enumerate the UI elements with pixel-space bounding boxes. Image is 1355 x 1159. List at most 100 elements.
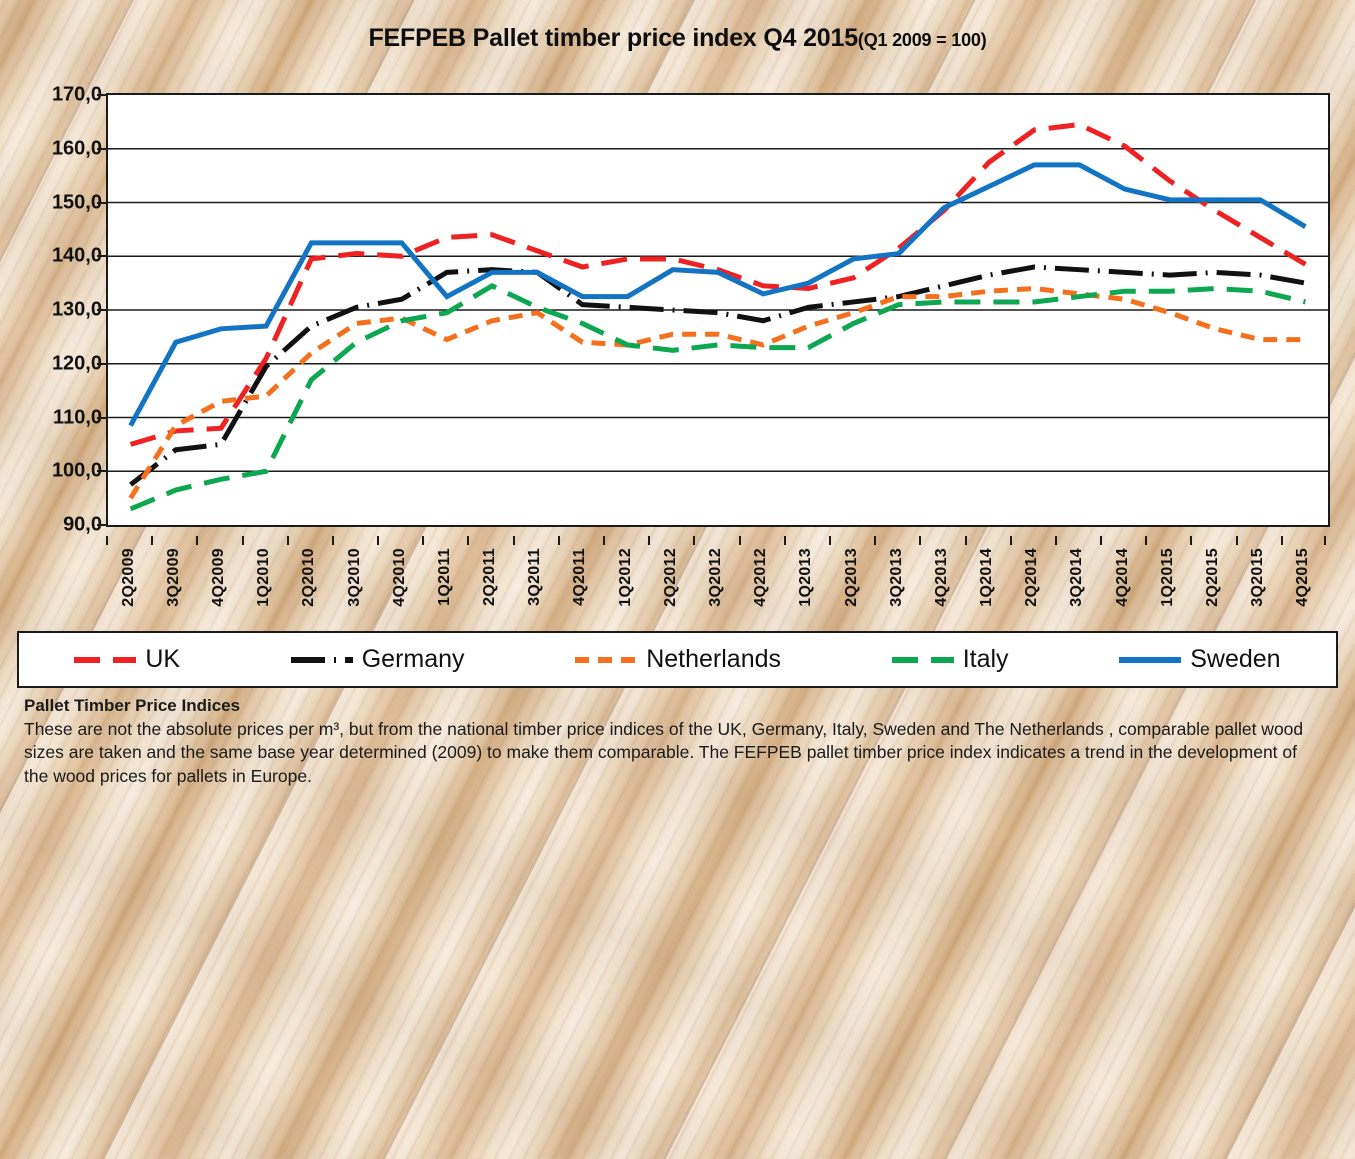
- plot-wrapper: 90,0 100,0 110,0 120,0 130,0 140,0 150,0 160,0 1…: [17, 14, 1338, 626]
- x-axis-tick-label: 3Q2009: [164, 548, 182, 607]
- x-axis-tick-label: 2Q2010: [300, 548, 318, 607]
- y-axis-tick-mark: [97, 94, 106, 96]
- x-axis-tick-label: 4Q2014: [1113, 548, 1131, 607]
- x-axis-tick-mark: [512, 536, 515, 545]
- x-axis-tick-mark: [964, 536, 967, 545]
- y-axis-tick-mark: [97, 362, 106, 365]
- y-axis-tick-label: 150,0: [51, 191, 102, 213]
- x-axis-tick-label: 2Q2012: [661, 548, 679, 607]
- legend-swatch-uk-icon: [74, 656, 137, 663]
- x-axis-tick-label: 1Q2014: [978, 548, 996, 607]
- x-axis-tick-mark: [874, 536, 877, 545]
- x-axis-tick-mark: [919, 536, 922, 545]
- legend-swatch-netherlands-icon: [575, 656, 638, 663]
- x-axis-tick-mark: [377, 536, 380, 545]
- x-axis-tick-label: 4Q2013: [932, 548, 950, 607]
- x-axis-tick-label: 3Q2012: [707, 548, 724, 607]
- footer-heading: Pallet Timber Price Indices: [24, 696, 241, 715]
- x-axis-tick-label: 2Q2009: [119, 548, 137, 607]
- x-axis-tick-mark: [648, 536, 651, 545]
- legend-label: Italy: [962, 645, 1009, 673]
- x-axis-tick-mark: [1280, 536, 1283, 545]
- x-axis-tick-label: 4Q2009: [209, 548, 227, 607]
- x-axis-tick-mark: [286, 536, 289, 545]
- legend-item-italy[interactable]: Italy: [891, 645, 1009, 674]
- y-axis-tick-label: 170,0: [51, 83, 102, 106]
- x-axis-tick-mark: [1324, 536, 1326, 545]
- y-axis-tick-mark: [97, 309, 106, 311]
- x-axis-tick-mark: [467, 536, 470, 545]
- x-axis-tick-mark: [828, 536, 831, 545]
- x-axis-tick-mark: [1009, 536, 1012, 545]
- legend-item-germany[interactable]: Germany: [290, 645, 465, 674]
- x-axis-tick-mark: [1235, 536, 1238, 545]
- legend-swatch-italy-icon: [891, 656, 954, 663]
- x-axis-tick-mark: [1054, 536, 1057, 545]
- y-axis-tick-label: 120,0: [51, 352, 102, 375]
- y-axis-tick-label: 100,0: [51, 459, 102, 482]
- legend-label: Netherlands: [646, 645, 782, 673]
- legend-label: Sweden: [1190, 645, 1281, 673]
- chart-title-main: FEFPEB Pallet timber price index Q4 2015: [368, 24, 858, 52]
- chart-title-sub: (Q1 2009 = 100): [857, 30, 987, 50]
- x-axis-tick-label: 2Q2011: [481, 548, 499, 606]
- x-axis-tick-mark: [603, 536, 606, 545]
- x-axis-tick-mark: [196, 536, 199, 545]
- y-axis-tick-label: 110,0: [53, 406, 102, 428]
- x-axis-tick-label: 1Q2010: [255, 548, 273, 607]
- x-axis-tick-mark: [422, 536, 425, 545]
- y-axis-tick-mark: [97, 255, 106, 258]
- y-axis-tick-label: 130,0: [51, 298, 102, 321]
- x-axis-tick-label: 4Q2012: [752, 548, 770, 607]
- y-axis-tick-mark: [97, 524, 106, 526]
- legend-label: UK: [145, 645, 181, 673]
- series-line-germany: [129, 264, 1306, 487]
- x-axis-tick-label: 3Q2011: [526, 548, 544, 606]
- legend-item-sweden[interactable]: Sweden: [1119, 645, 1281, 674]
- y-axis-tick-label: 160,0: [51, 137, 102, 160]
- y-axis-tick-mark: [97, 416, 106, 419]
- y-axis-tick-label: 90,0: [63, 513, 102, 536]
- x-axis-tick-mark: [241, 536, 244, 545]
- legend-item-netherlands[interactable]: Netherlands: [575, 645, 781, 674]
- chart-plot-area: [106, 93, 1330, 527]
- x-axis-tick-label: 1Q2012: [616, 548, 634, 607]
- x-axis-tick-mark: [783, 536, 786, 545]
- y-axis-tick-label: 140,0: [51, 244, 102, 267]
- legend-label: Germany: [361, 645, 465, 673]
- x-axis-tick-label: 1Q2011: [435, 548, 453, 606]
- legend-item-uk[interactable]: UK: [74, 645, 180, 674]
- series-line-italy: [129, 282, 1306, 512]
- chart-lines-svg: [108, 121, 1328, 512]
- x-axis-labels: 2Q2009 3Q2009 4Q2009 1Q2010 2Q2010 3Q2010 4Q20…: [106, 536, 1330, 624]
- x-axis-tick-label: 3Q2014: [1068, 548, 1086, 607]
- page-title: FEFPEB Pallet timber price index Q4 2015…: [17, 14, 1338, 53]
- y-axis-tick-mark: [97, 470, 106, 473]
- series-line-sweden: [128, 162, 1307, 427]
- x-axis-tick-label: 3Q2010: [345, 548, 363, 607]
- y-axis-tick-mark: [97, 147, 106, 150]
- x-axis-tick-mark: [1100, 536, 1103, 545]
- legend-swatch-sweden-icon: [1119, 656, 1182, 663]
- x-axis-tick-label: 2Q2013: [842, 548, 860, 607]
- x-axis-tick-mark: [1145, 536, 1148, 545]
- x-axis-tick-label: 1Q2013: [797, 548, 815, 607]
- x-axis-tick-label: 2Q2014: [1023, 548, 1041, 607]
- x-axis-tick-mark: [693, 536, 696, 545]
- chart-panel: FEFPEB Pallet timber price index Q4 2015…: [17, 14, 1338, 626]
- x-axis-tick-mark: [1190, 536, 1193, 545]
- legend-swatch-germany-icon: [290, 656, 353, 663]
- x-axis-tick-label: 1Q2015: [1158, 548, 1176, 607]
- x-axis-tick-mark: [151, 536, 154, 545]
- x-axis-tick-label: 3Q2013: [887, 548, 905, 607]
- footer-body: These are not the absolute prices per m³…: [24, 719, 1304, 786]
- series-line-uk: [129, 121, 1307, 447]
- chart-legend: UK Germany Netherlands Italy Sweden: [17, 631, 1338, 688]
- x-axis-tick-mark: [106, 536, 108, 545]
- series-line-netherlands: [128, 285, 1306, 500]
- x-axis-tick-label: 2Q2015: [1204, 548, 1222, 607]
- x-axis-tick-label: 4Q2015: [1294, 548, 1312, 607]
- x-axis-tick-label: 4Q2011: [571, 548, 589, 606]
- x-axis-tick-mark: [738, 536, 741, 545]
- footer-note: Pallet Timber Price Indices These are no…: [24, 696, 1314, 788]
